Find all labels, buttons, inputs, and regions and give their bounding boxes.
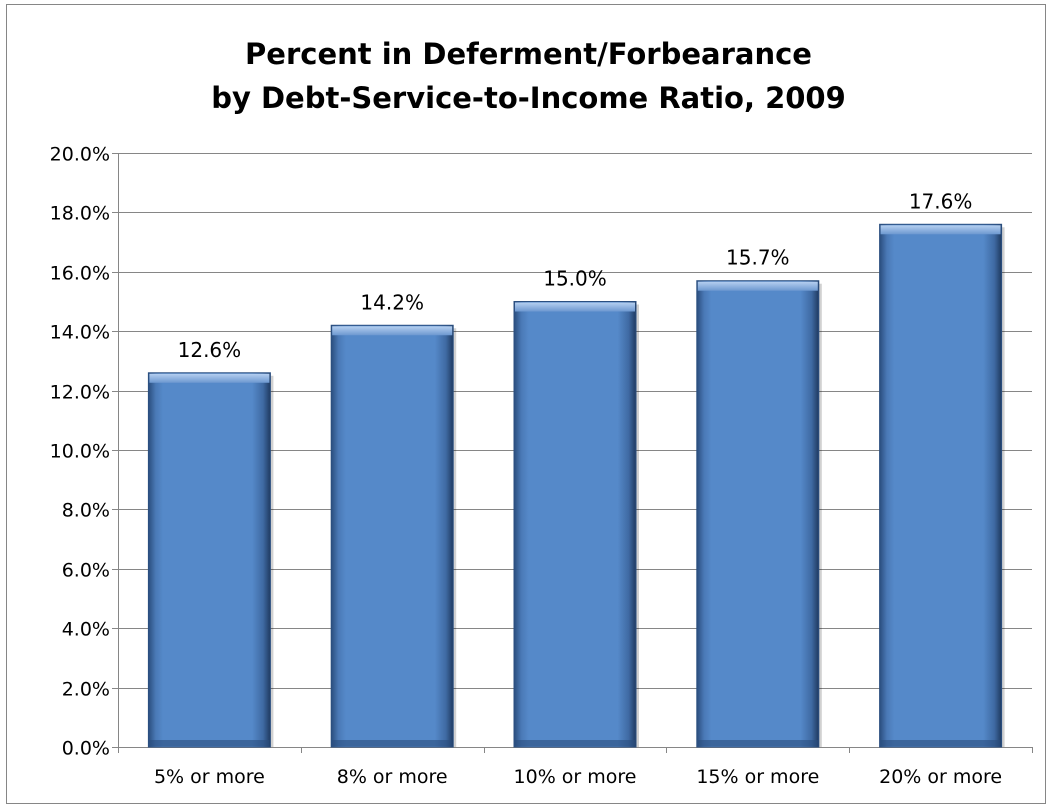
bar: [513, 301, 639, 748]
data-label: 15.7%: [726, 246, 790, 270]
x-tick-label: 20% or more: [879, 766, 1002, 788]
bar-bottom-bevel: [149, 740, 270, 746]
x-tick-label: 8% or more: [337, 766, 448, 788]
x-axis-tick-labels: 5% or more 8% or more 10% or more 15% or mo…: [154, 766, 1002, 788]
y-tick-label: 12.0%: [50, 382, 110, 404]
bar-top-bevel: [149, 373, 270, 383]
y-tick-label: 6.0%: [62, 560, 110, 582]
data-label: 15.0%: [543, 267, 607, 291]
bar: [696, 280, 822, 748]
bar-bottom-bevel: [515, 740, 635, 746]
bar: [330, 324, 457, 748]
y-tick-label: 4.0%: [62, 619, 110, 641]
data-label: 14.2%: [360, 290, 424, 314]
data-label: 17.6%: [909, 189, 973, 213]
bar-bottom-bevel: [332, 740, 453, 746]
bar-body: [513, 301, 637, 748]
chart-title-line-2: by Debt-Service-to-Income Ratio, 2009: [211, 81, 846, 115]
bar-top-bevel: [697, 281, 818, 291]
y-axis-tick-labels: 0.0% 2.0% 4.0% 6.0% 8.0% 10.0% 12.0% 14.0% 16.0%…: [50, 144, 110, 760]
y-tick-label: 0.0%: [62, 738, 110, 760]
bars: [147, 223, 1005, 748]
bar-top-bevel: [515, 302, 635, 312]
bar-body: [696, 280, 820, 748]
bar-top-bevel: [332, 326, 453, 336]
y-tick-label: 18.0%: [50, 203, 110, 225]
bar-bottom-bevel: [697, 740, 818, 746]
y-tick-label: 2.0%: [62, 679, 110, 701]
bar-bottom-bevel: [880, 740, 1001, 746]
bar-top-bevel: [880, 225, 1001, 235]
bar: [879, 223, 1005, 748]
y-tick-label: 14.0%: [50, 322, 110, 344]
data-labels: 12.6% 14.2% 15.0% 15.7% 17.6%: [178, 189, 973, 362]
y-tick-label: 16.0%: [50, 263, 110, 285]
y-tick-label: 20.0%: [50, 144, 110, 166]
y-tick-label: 8.0%: [62, 500, 110, 522]
bar-body: [330, 324, 454, 748]
x-tick-label: 10% or more: [514, 766, 637, 788]
y-tick-label: 10.0%: [50, 441, 110, 463]
chart-title: Percent in Deferment/Forbearance by Debt…: [0, 32, 1057, 120]
bar: [147, 372, 274, 748]
bar-body: [147, 372, 271, 748]
bar-body: [879, 223, 1003, 748]
chart-title-line-1: Percent in Deferment/Forbearance: [245, 37, 812, 71]
x-tick-label: 5% or more: [154, 766, 265, 788]
x-tick-label: 15% or more: [696, 766, 819, 788]
data-label: 12.6%: [178, 338, 242, 362]
